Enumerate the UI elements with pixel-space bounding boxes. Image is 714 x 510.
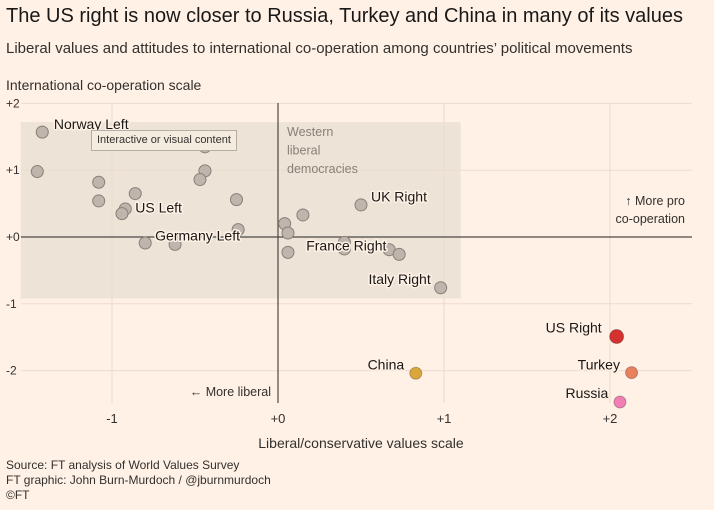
graphic-credit: FT graphic: John Burn-Murdoch / @jburnmu…: [6, 473, 271, 487]
data-point: [193, 173, 207, 187]
point-label: France Right: [306, 237, 386, 253]
more-cooperation-annotation: co-operation: [616, 212, 686, 226]
x-axis-title: Liberal/conservative values scale: [258, 435, 464, 451]
data-point: [30, 165, 44, 179]
data-point: [92, 194, 106, 208]
y-axis-title: International co-operation scale: [6, 77, 202, 93]
y-tick-label: +0: [6, 230, 20, 244]
x-tick-label: +2: [603, 411, 618, 426]
point-turkey: [625, 366, 639, 380]
source-line: Source: FT analysis of World Values Surv…: [6, 458, 240, 472]
y-tick-label: +2: [6, 96, 20, 110]
interactive-content-tooltip: Interactive or visual content: [91, 130, 237, 151]
data-point: [168, 237, 182, 251]
data-point: [337, 242, 351, 256]
point-label: Turkey: [578, 356, 620, 372]
data-point: [281, 226, 295, 240]
chart-title: The US right is now closer to Russia, Tu…: [6, 5, 683, 27]
data-point: [354, 198, 368, 212]
data-point: [128, 187, 142, 201]
point-label: Germany Left: [155, 227, 240, 243]
data-point: [296, 208, 310, 222]
point-us-right: [609, 329, 625, 345]
point-label: US Left: [135, 199, 182, 215]
data-point: [392, 247, 406, 261]
chart-subtitle: Liberal values and attitudes to internat…: [6, 40, 633, 57]
y-tick-label: -1: [6, 297, 17, 311]
x-tick-label: +0: [271, 411, 286, 426]
data-point: [138, 236, 152, 250]
region-label: democracies: [287, 162, 358, 176]
data-point: [92, 175, 106, 189]
more-liberal-annotation: ← More liberal: [190, 385, 271, 399]
data-point: [231, 223, 245, 237]
x-tick-label: +1: [437, 411, 452, 426]
data-point: [35, 125, 49, 139]
point-russia: [613, 395, 627, 409]
data-point: [281, 245, 295, 259]
western-liberal-democracies-region: [20, 122, 461, 299]
copyright: ©FT: [6, 488, 30, 502]
point-china: [409, 366, 423, 380]
y-tick-label: +1: [6, 163, 20, 177]
point-label: US Right: [546, 320, 602, 336]
data-point: [115, 207, 129, 221]
region-label: Western: [287, 125, 333, 139]
data-point: [230, 193, 243, 207]
point-label: Norway Left: [54, 116, 129, 132]
point-label: Italy Right: [368, 271, 430, 287]
point-label: Russia: [566, 385, 609, 401]
source-note: Source: FT analysis of World Values Surv…: [6, 458, 271, 503]
point-label: UK Right: [371, 189, 427, 205]
region-label: liberal: [287, 144, 320, 158]
y-tick-label: -2: [6, 364, 17, 378]
data-point: [434, 281, 448, 295]
x-tick-label: -1: [106, 411, 118, 426]
more-cooperation-annotation: ↑ More pro: [625, 194, 685, 208]
point-label: China: [368, 356, 405, 372]
